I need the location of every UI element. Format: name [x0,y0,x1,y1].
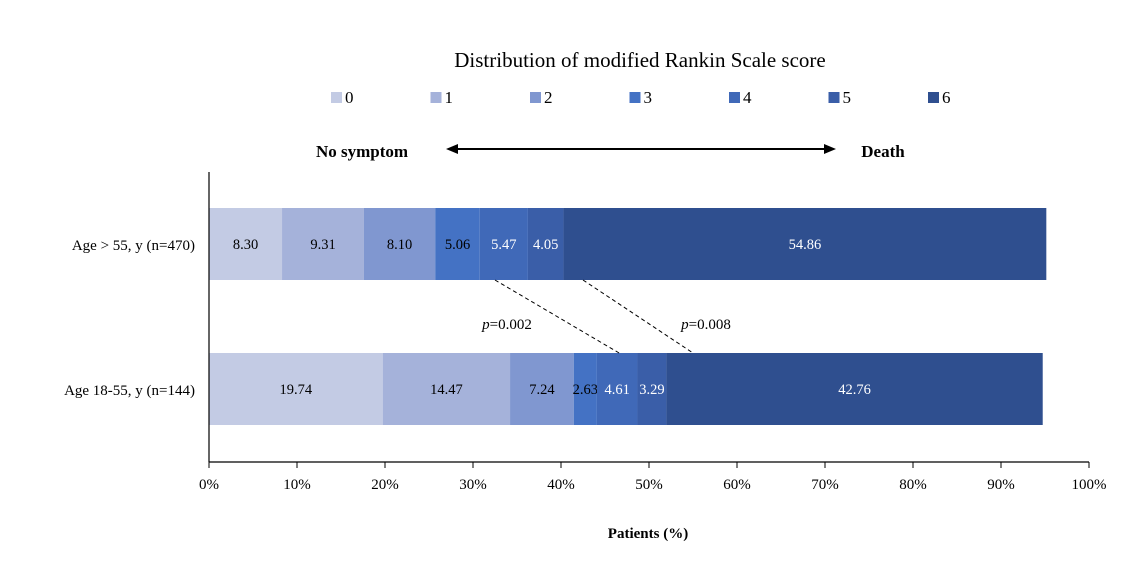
p-value-text: =0.002 [490,317,532,333]
row-label-1: Age > 55, y (n=470) [72,238,195,254]
legend-swatch-1 [430,92,442,103]
x-tick-label-3: 30% [459,477,487,493]
bar-segment-r2-mrs1 [382,353,511,425]
bar-segment-r1-mrs3 [435,208,480,280]
x-tick-label-9: 90% [987,477,1015,493]
data-label-r2-mrs5: 3.29 [639,382,664,398]
legend-swatch-5 [828,92,840,103]
legend-swatch-4 [729,92,740,103]
p-symbol: p [481,317,490,333]
x-tick-label-2: 20% [371,477,399,493]
legend-label-4: 4 [743,88,752,107]
p-value-2: p=0.008 [680,317,731,333]
data-label-r2-mrs3: 2.63 [573,382,598,398]
legend-swatch-0 [331,92,342,103]
bar-segment-r1-mrs0 [209,208,283,280]
x-tick-label-4: 40% [547,477,575,493]
legend-label-0: 0 [345,88,354,107]
data-label-r1-mrs5: 4.05 [533,237,558,253]
bar-segment-r2-mrs3 [573,353,597,425]
bar-segment-r2-mrs6 [666,353,1043,425]
x-tick-label-8: 80% [899,477,927,493]
data-label-r2-mrs4: 4.61 [605,382,630,398]
p-value-1: p=0.002 [481,317,532,333]
arrow-right-head [824,144,836,154]
data-label-r1-mrs4: 5.47 [491,237,516,253]
comparisons: p=0.002 p=0.008 [481,279,731,354]
bar-segment-r1-mrs6 [563,208,1047,280]
bar-segment-r2-mrs0 [209,353,383,425]
legend: 0 1 2 3 4 5 6 [331,88,951,107]
data-label-r1-mrs3: 5.06 [445,237,470,253]
no-symptom-label: No symptom [316,142,408,161]
arrow-left-head [446,144,458,154]
bar-segment-r1-mrs5 [527,208,564,280]
x-tick-label-5: 50% [635,477,663,493]
p-symbol: p [680,317,689,333]
x-tick-label-10: 100% [1072,477,1107,493]
comparison-line-1 [494,279,620,354]
bar-segment-r2-mrs5 [637,353,667,425]
data-label-r1-mrs2: 8.10 [387,237,412,253]
bar-segment-r1-mrs1 [282,208,364,280]
bar-segment-r2-mrs2 [510,353,574,425]
x-tick-label-1: 10% [283,477,311,493]
legend-label-3: 3 [644,88,653,107]
legend-label-6: 6 [942,88,951,107]
legend-swatch-6 [928,92,939,103]
data-label-r2-mrs1: 14.47 [430,382,463,398]
x-tick-label-7: 70% [811,477,839,493]
bar-segment-r1-mrs4 [479,208,528,280]
data-label-r2-mrs6: 42.76 [838,382,871,398]
x-tick-label-0: 0% [199,477,219,493]
legend-label-1: 1 [445,88,454,107]
p-value-text: =0.008 [689,317,731,333]
death-label: Death [861,142,905,161]
data-label-r1-mrs6: 54.86 [789,237,822,253]
legend-swatch-3 [629,92,641,103]
legend-swatch-2 [530,92,541,103]
row-label-2: Age 18-55, y (n=144) [64,383,195,399]
chart-title: Distribution of modified Rankin Scale sc… [454,48,826,72]
bars: Age > 55, y (n=470) 8.30 9.31 8.10 5.06 5.47 4… [64,208,1047,425]
bar-segment-r2-mrs4 [596,353,638,425]
legend-label-5: 5 [843,88,852,107]
comparison-line-2 [582,279,694,354]
data-label-r2-mrs2: 7.24 [529,382,555,398]
x-axis-label: Patients (%) [608,526,688,542]
scale-annotation: No symptom Death [316,142,905,161]
data-label-r1-mrs0: 8.30 [233,237,258,253]
x-tick-label-6: 60% [723,477,751,493]
axes: 0% 10% 20% 30% 40% 50% 60% 70% 80% 90% 100% [199,172,1107,493]
legend-label-2: 2 [544,88,553,107]
data-label-r1-mrs1: 9.31 [310,237,335,253]
data-label-r2-mrs0: 19.74 [280,382,313,398]
bar-segment-r1-mrs2 [363,208,436,280]
